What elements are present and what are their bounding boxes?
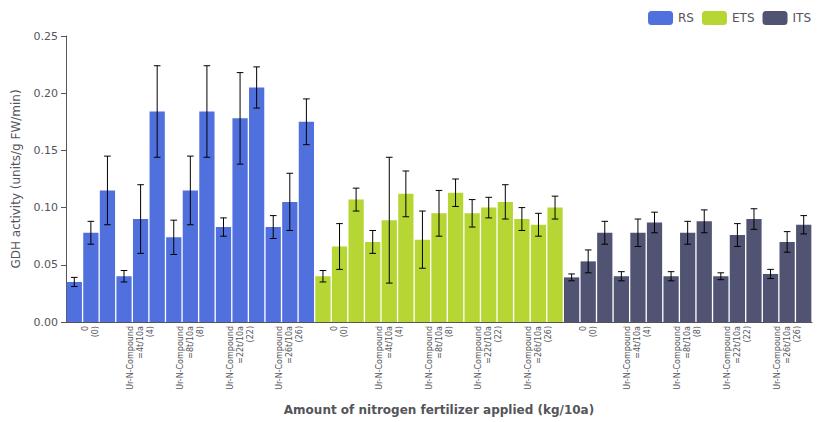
svg-text:RS: RS: [678, 11, 694, 25]
svg-text:Ur-N-Compound: Ur-N-Compound: [673, 326, 682, 390]
svg-text:Ur-N-Compound: Ur-N-Compound: [723, 326, 732, 390]
svg-text:=4t/10a: =4t/10a: [136, 326, 145, 359]
svg-text:=26t/10a: =26t/10a: [783, 326, 792, 364]
svg-text:=8t/10a: =8t/10a: [186, 326, 195, 359]
svg-text:=26t/10a: =26t/10a: [285, 326, 294, 364]
svg-text:Ur-N-Compound: Ur-N-Compound: [524, 326, 533, 390]
svg-text:(0): (0): [91, 326, 100, 337]
svg-text:Ur-N-Compound: Ur-N-Compound: [425, 326, 434, 390]
svg-text:ETS: ETS: [732, 11, 755, 25]
svg-text:(26): (26): [544, 326, 553, 342]
svg-text:(0): (0): [589, 326, 598, 337]
svg-text:0.05: 0.05: [34, 258, 59, 271]
svg-text:0: 0: [330, 326, 339, 331]
svg-text:Ur-N-Compound: Ur-N-Compound: [773, 326, 782, 390]
svg-text:Ur-N-Compound: Ur-N-Compound: [226, 326, 235, 390]
svg-text:ITS: ITS: [793, 11, 812, 25]
svg-text:0.15: 0.15: [34, 144, 59, 157]
svg-text:Ur-N-Compound: Ur-N-Compound: [623, 326, 632, 390]
svg-text:=22t/10a: =22t/10a: [484, 326, 493, 364]
svg-text:=4t/10a: =4t/10a: [385, 326, 394, 359]
svg-text:=4t/10a: =4t/10a: [633, 326, 642, 359]
svg-text:GDH activity (units/g FW/min): GDH activity (units/g FW/min): [9, 89, 23, 268]
svg-text:Ur-N-Compound: Ur-N-Compound: [474, 326, 483, 390]
svg-text:=26t/10a: =26t/10a: [534, 326, 543, 364]
svg-text:(22): (22): [494, 326, 503, 342]
svg-text:=8t/10a: =8t/10a: [435, 326, 444, 359]
svg-text:(4): (4): [643, 326, 652, 337]
svg-text:=8t/10a: =8t/10a: [683, 326, 692, 359]
svg-text:Ur-N-Compound: Ur-N-Compound: [375, 326, 384, 390]
svg-text:Amount of nitrogen fertilizer: Amount of nitrogen fertilizer applied (k…: [284, 403, 594, 417]
svg-text:Ur-N-Compound: Ur-N-Compound: [176, 326, 185, 390]
svg-text:=22t/10a: =22t/10a: [236, 326, 245, 364]
svg-text:0.20: 0.20: [34, 87, 59, 100]
svg-text:0.25: 0.25: [34, 30, 59, 43]
svg-text:0: 0: [81, 326, 90, 331]
svg-text:(8): (8): [445, 326, 454, 337]
svg-text:Ur-N-Compound: Ur-N-Compound: [275, 326, 284, 390]
svg-text:Ur-N-Compound: Ur-N-Compound: [126, 326, 135, 390]
svg-text:0.10: 0.10: [34, 201, 59, 214]
svg-text:(0): (0): [340, 326, 349, 337]
svg-text:(22): (22): [743, 326, 752, 342]
svg-text:=22t/10a: =22t/10a: [733, 326, 742, 364]
svg-text:(26): (26): [793, 326, 802, 342]
svg-text:0.00: 0.00: [34, 316, 59, 329]
svg-text:(4): (4): [395, 326, 404, 337]
svg-text:(26): (26): [295, 326, 304, 342]
svg-text:(22): (22): [246, 326, 255, 342]
svg-text:(4): (4): [146, 326, 155, 337]
svg-text:(8): (8): [693, 326, 702, 337]
svg-text:(8): (8): [196, 326, 205, 337]
svg-text:0: 0: [579, 326, 588, 331]
